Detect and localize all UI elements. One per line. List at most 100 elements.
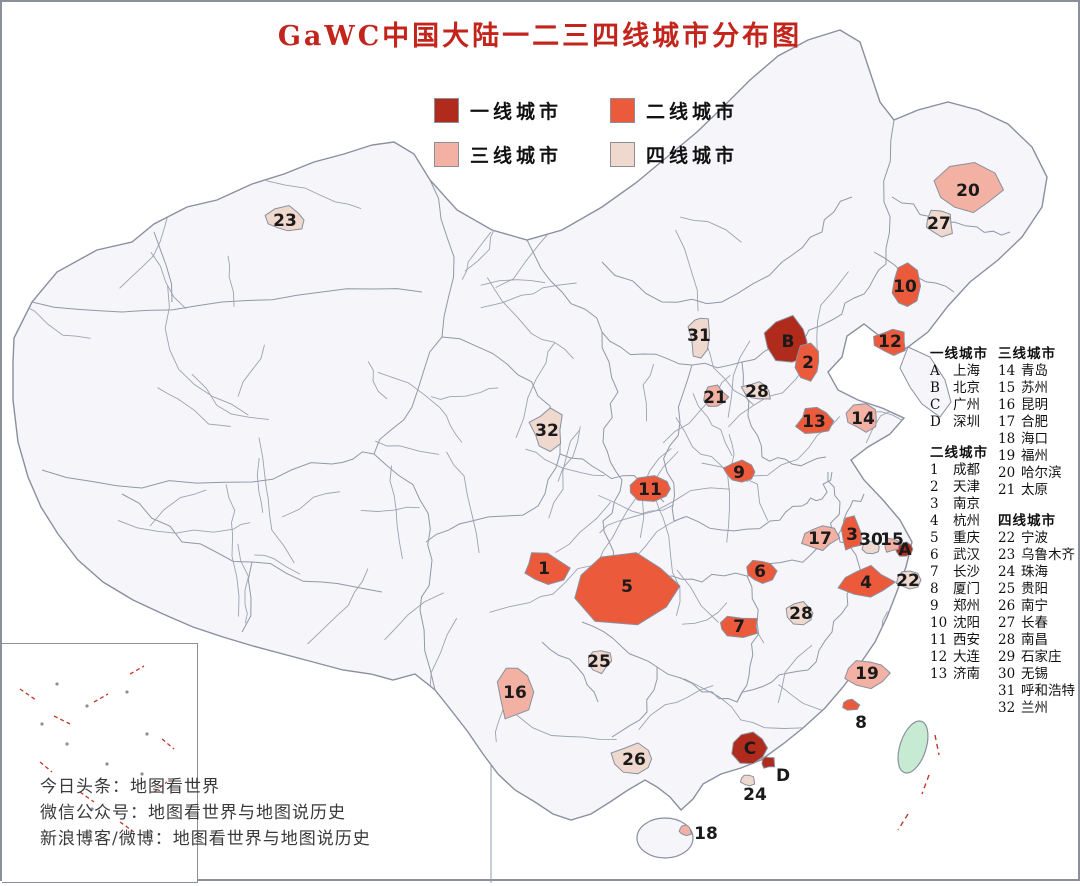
- inset-islet: [145, 732, 149, 736]
- city-name: 太原: [1021, 482, 1048, 498]
- city-marker-14-17: 14: [845, 403, 877, 433]
- city-list-item-10: 10 沈阳: [930, 615, 1002, 632]
- inset-islet: [65, 742, 69, 746]
- inset-dash-mark: [93, 693, 109, 703]
- city-key: 14: [998, 363, 1016, 379]
- city-marker-label: 32: [535, 421, 559, 441]
- city-list-item-26: 26 南宁: [998, 598, 1080, 615]
- city-marker-label: 19: [855, 664, 879, 684]
- nine-dash-line-mark: [921, 774, 930, 795]
- city-list-item-2: 2 天津: [930, 479, 1002, 496]
- city-list-item-3: 3 南京: [930, 496, 1002, 513]
- city-marker-20-23: 20: [933, 161, 1005, 214]
- city-name: 上海: [953, 363, 980, 379]
- city-key: 21: [998, 482, 1016, 498]
- city-marker-label: 16: [503, 683, 527, 703]
- city-marker-label: 12: [878, 332, 902, 352]
- city-marker-label: 20: [956, 181, 980, 201]
- city-name: 宁波: [1021, 530, 1048, 546]
- city-marker-28-31: 28: [740, 381, 771, 402]
- city-marker-label: 31: [687, 326, 711, 346]
- city-name: 石家庄: [1021, 649, 1062, 665]
- city-key: 31: [998, 683, 1016, 699]
- legend-item-tier3: 三线城市: [434, 141, 562, 168]
- city-list-item-4: 4 杭州: [930, 513, 1002, 530]
- city-marker-A-0: A: [895, 540, 914, 560]
- city-list-item-22: 22 宁波: [998, 530, 1080, 547]
- city-marker-28-32: 28: [785, 601, 814, 626]
- list-group-header: 一线城市: [930, 346, 988, 362]
- city-key: 27: [998, 615, 1016, 631]
- city-marker-13-16: 13: [794, 406, 835, 435]
- city-key: D: [930, 414, 941, 430]
- city-list-item-17: 17 合肥: [998, 414, 1080, 431]
- city-marker-label: 15: [880, 530, 904, 550]
- city-marker-label: 28: [745, 382, 769, 402]
- inset-dash-mark: [53, 715, 71, 725]
- city-list-item-16: 16 昆明: [998, 397, 1080, 414]
- city-list-item-13: 13 济南: [930, 666, 1002, 683]
- city-marker-label: 18: [694, 824, 718, 844]
- city-name: 无锡: [1021, 666, 1048, 682]
- city-marker-label: 14: [851, 409, 875, 429]
- city-name: 珠海: [1021, 564, 1048, 580]
- city-key: 18: [998, 431, 1016, 447]
- city-name: 大连: [953, 649, 980, 665]
- city-name: 南京: [953, 496, 980, 512]
- city-name: 厦门: [953, 581, 980, 597]
- footer-line: 新浪博客/微博：地图看世界与地图说历史: [40, 829, 371, 849]
- city-list-item-11: 11 西安: [930, 632, 1002, 649]
- city-name: 广州: [953, 397, 980, 413]
- city-marker-label: 1: [538, 559, 550, 579]
- city-key: 13: [930, 666, 948, 682]
- city-marker-label: 27: [927, 214, 951, 234]
- city-marker-label: 11: [638, 480, 662, 500]
- city-key: 1: [930, 462, 939, 478]
- city-list-item-A: A 上海: [930, 363, 1002, 380]
- hainan-island: [636, 817, 694, 859]
- city-marker-16-19: 16: [496, 667, 535, 720]
- city-name: 武汉: [953, 547, 980, 563]
- footer-credits: 今日头条：地图看世界 微信公众号：地图看世界与地图说历史 新浪博客/微博：地图看世界…: [40, 774, 371, 852]
- inset-dash-mark: [161, 738, 175, 750]
- taiwan-island: [897, 720, 929, 774]
- city-name: 海口: [1021, 431, 1048, 447]
- city-marker-26-29: 26: [610, 742, 653, 775]
- city-marker-label: 8: [855, 713, 867, 733]
- city-name: 贵阳: [1021, 581, 1048, 597]
- city-list-item-30: 30 无锡: [998, 666, 1080, 683]
- city-key: 16: [998, 397, 1016, 413]
- city-marker-label: 5: [621, 577, 633, 597]
- city-key: 9: [930, 598, 939, 614]
- city-marker-label: 30: [859, 530, 883, 550]
- city-name: 福州: [1021, 448, 1048, 464]
- nine-dash-line-mark: [934, 734, 940, 756]
- inset-islet: [125, 690, 129, 694]
- city-name: 成都: [953, 462, 980, 478]
- inset-islet: [105, 762, 109, 766]
- inset-dash-mark: [19, 688, 37, 701]
- city-name: 昆明: [1021, 397, 1048, 413]
- city-name: 北京: [953, 380, 980, 396]
- city-list-item-6: 6 武汉: [930, 547, 1002, 564]
- legend-swatch-tier1: [434, 98, 459, 123]
- city-marker-11-14: 11: [629, 475, 671, 502]
- city-list-item-29: 29 石家庄: [998, 649, 1080, 666]
- city-marker-label: 22: [896, 571, 920, 591]
- legend-item-tier4: 四线城市: [610, 141, 738, 168]
- city-list-item-31: 31 呼和浩特: [998, 683, 1080, 700]
- inset-islet: [55, 682, 59, 686]
- legend-swatch-tier2: [610, 98, 636, 123]
- city-key: 10: [930, 615, 948, 631]
- city-marker-21-24: 21: [703, 384, 730, 408]
- city-name: 青岛: [1021, 363, 1048, 379]
- city-marker-label: 25: [587, 652, 611, 672]
- city-key: 5: [930, 530, 939, 546]
- city-list-item-12: 12 大连: [930, 649, 1002, 666]
- city-key: 20: [998, 465, 1016, 481]
- list-group-header: 三线城市: [998, 346, 1056, 362]
- inset-dash-mark: [153, 781, 168, 793]
- city-list-col2: 三线城市 14 青岛 15 苏州 16 昆明 17 合肥 18 海口 19 福州 20 哈尔滨 21 太原 四线城…: [998, 346, 1080, 731]
- legend-swatch-tier3: [434, 142, 459, 167]
